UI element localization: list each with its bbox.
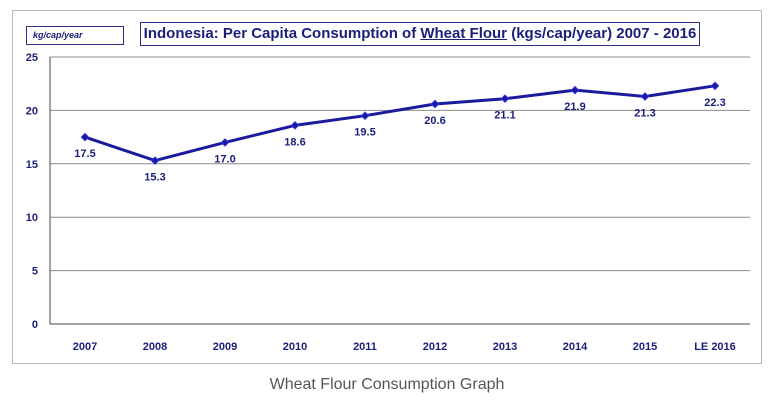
series-line [84,84,716,163]
y-tick-label: 20 [26,105,38,117]
x-tick-label: 2007 [73,341,97,353]
y-tick-label: 0 [32,319,38,331]
figure-caption: Wheat Flour Consumption Graph [269,376,505,393]
unit-label: kg/cap/year [26,26,124,45]
chart-frame [12,10,762,364]
data-label: 15.3 [144,172,165,184]
chart-title: Indonesia: Per Capita Consumption of Whe… [140,22,700,46]
data-label: 18.6 [284,136,305,148]
y-tick-label: 10 [26,212,38,224]
x-tick-label: LE 2016 [694,341,736,353]
x-tick-label: 2014 [563,341,588,353]
x-tick-label: 2011 [353,341,377,353]
data-point-marker [150,156,160,165]
data-label: 21.1 [494,110,515,122]
data-point-marker [570,85,580,95]
x-tick-label: 2015 [633,341,657,353]
x-tick-label: 2009 [213,341,237,353]
data-point-marker [500,94,510,104]
data-label: 21.9 [564,101,585,113]
x-tick-label: 2013 [493,341,517,353]
data-point-marker [640,92,650,101]
data-point-marker [290,120,300,130]
chart-title-part-1: Indonesia: Per Capita Consumption of [143,25,421,42]
y-tick-label: 5 [32,266,38,278]
data-label: 22.3 [704,97,725,109]
data-point-marker [430,99,440,109]
data-label: 17.5 [74,148,95,160]
data-point-marker [710,81,720,91]
y-tick-label: 15 [26,159,38,171]
chart-title-part-2: (kgs/cap/year) 2007 - 2016 [507,25,697,42]
data-point-marker [360,111,370,121]
y-tick-label: 25 [26,52,38,64]
data-label: 20.6 [424,115,445,127]
data-label: 21.3 [634,108,655,120]
x-tick-label: 2010 [283,341,307,353]
chart-title-underlined: Wheat Flour [420,25,508,42]
data-point-marker [80,132,90,142]
x-tick-label: 2008 [143,341,167,353]
x-tick-label: 2012 [423,341,447,353]
data-label: 19.5 [354,127,375,139]
data-point-marker [220,138,230,147]
data-label: 17.0 [214,153,235,165]
